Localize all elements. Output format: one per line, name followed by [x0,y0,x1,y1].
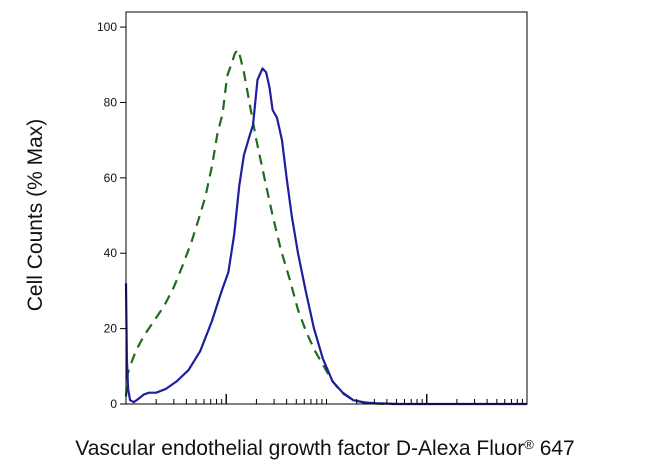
y-tick-label: 60 [104,171,118,185]
y-tick-label: 100 [97,20,117,34]
axes-group [125,11,528,405]
plot-frame [125,11,528,405]
x-axis-label: Vascular endothelial growth factor D-Ale… [75,437,574,460]
x-axis-label-main: Vascular endothelial growth factor D-Ale… [75,437,524,460]
y-tick-label: 80 [104,95,118,109]
x-axis-label-registered: ® [524,437,534,452]
x-ticks-group [155,394,523,404]
y-axis-label: Cell Counts (% Max) [24,119,47,312]
y-tick-label: 0 [110,397,117,411]
y-ticks-group: 0 20 40 60 80 100 [97,20,126,411]
series-group [124,48,527,406]
series-line-dashed [124,48,397,406]
y-tick-label: 20 [104,322,118,336]
x-axis-label-suffix: 647 [534,437,575,460]
y-tick-label: 40 [104,246,118,260]
series-line-solid [124,67,527,406]
